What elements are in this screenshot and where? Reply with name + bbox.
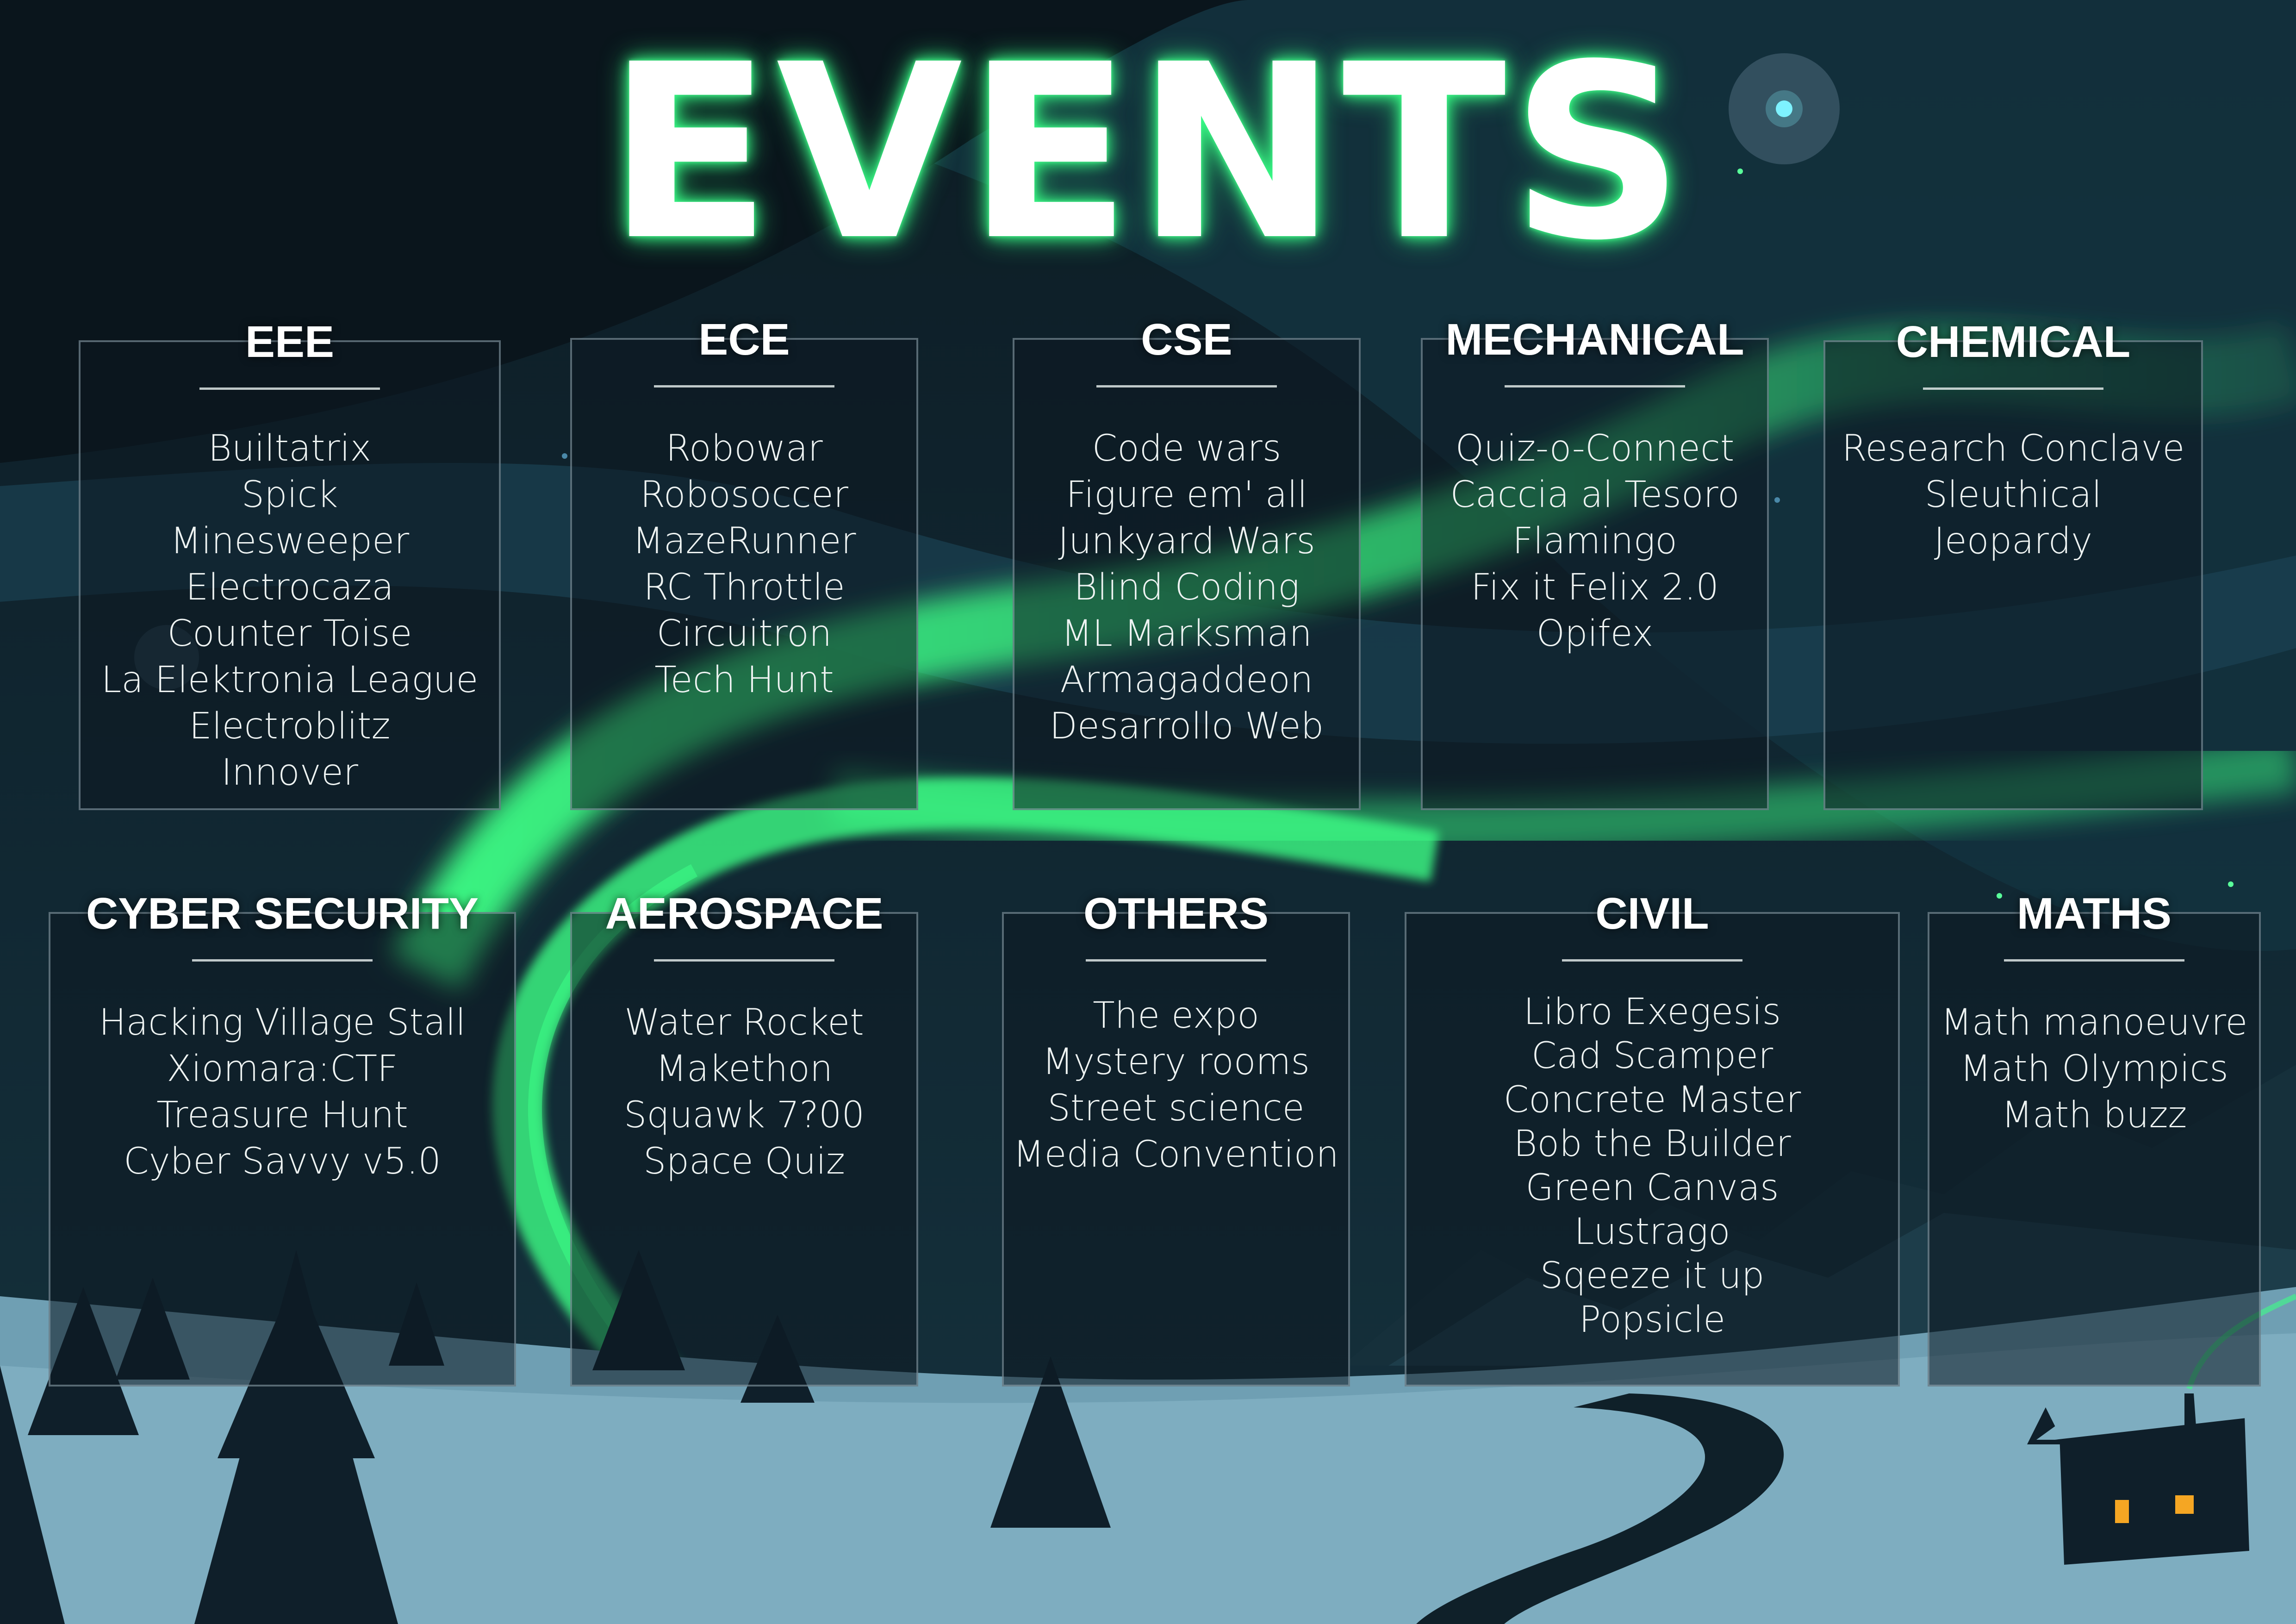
event-item: Cad Scamper: [1531, 1035, 1773, 1077]
panel-cse: CSE Code wars Figure em' all Junkyard Wa…: [1013, 315, 1361, 810]
event-item: Opifex: [1536, 613, 1654, 655]
title-underline: [2004, 959, 2184, 962]
panel-title: AEROSPACE: [605, 889, 884, 938]
title-underline: [1086, 959, 1266, 962]
event-item: Bob the Builder: [1513, 1123, 1791, 1165]
event-item: Popsicle: [1579, 1299, 1726, 1341]
event-item: Figure em' all: [1066, 474, 1307, 516]
event-list: Math manoeuvre Math Olympics Math buzz: [1929, 999, 2259, 1138]
panel-eee: EEE Builtatrix Spick Minesweeper Electro…: [79, 317, 501, 810]
event-item: Hacking Village Stall: [99, 1002, 466, 1043]
title-underline: [199, 387, 380, 390]
title-underline: [654, 385, 834, 387]
event-list: Code wars Figure em' all Junkyard Wars B…: [1014, 425, 1359, 750]
event-item: Makethon: [655, 1048, 833, 1090]
event-item: Sqeeze it up: [1540, 1255, 1765, 1297]
event-item: The expo: [1093, 995, 1259, 1037]
event-item: Builtatrix: [208, 428, 372, 469]
event-item: Concrete Master: [1503, 1079, 1801, 1121]
panel-cyber-security: CYBER SECURITY Hacking Village Stall Xio…: [49, 889, 516, 1387]
title-underline: [1923, 387, 2103, 390]
event-item: Green Canvas: [1525, 1167, 1779, 1209]
event-item: Lustrago: [1574, 1211, 1730, 1253]
panel-title: CSE: [1141, 315, 1232, 364]
event-item: Fix it Felix 2.0: [1471, 567, 1719, 608]
panel-others: OTHERS The expo Mystery rooms Street sci…: [1002, 889, 1350, 1387]
panel-chemical: CHEMICAL Research Conclave Sleuthical Je…: [1823, 317, 2203, 810]
event-list: Quiz-o-Connect Caccia al Tesoro Flamingo…: [1423, 425, 1767, 657]
panel-maths: MATHS Math manoeuvre Math Olympics Math …: [1928, 889, 2261, 1387]
event-item: Flamingo: [1512, 520, 1677, 562]
panel-title: EEE: [245, 317, 335, 367]
event-list: Research Conclave Sleuthical Jeopardy: [1825, 425, 2201, 564]
title-underline: [1505, 385, 1685, 387]
event-item: Research Conclave: [1842, 428, 2185, 469]
event-item: Blind Coding: [1074, 567, 1300, 608]
event-item: Water Rocket: [624, 1002, 864, 1043]
event-item: Code wars: [1092, 428, 1282, 469]
title-underline: [1096, 385, 1277, 387]
event-item: Math manoeuvre: [1941, 1002, 2248, 1043]
page-title: EVENTS: [607, 12, 1689, 293]
title-underline: [1562, 959, 1742, 962]
event-item: Cyber Savvy v5.0: [124, 1141, 441, 1182]
event-item: Electrocaza: [186, 567, 394, 608]
event-item: Caccia al Tesoro: [1450, 474, 1740, 516]
event-item: Math buzz: [2001, 1094, 2187, 1136]
panel-title: MECHANICAL: [1445, 315, 1744, 364]
event-item: Desarrollo Web: [1049, 706, 1324, 747]
event-item: Libro Exegesis: [1523, 991, 1781, 1033]
event-item: Street science: [1047, 1087, 1305, 1129]
panel-title: CYBER SECURITY: [86, 889, 479, 938]
title-underline: [654, 959, 834, 962]
panel-civil: CIVIL Libro Exegesis Cad Scamper Concret…: [1405, 889, 1900, 1387]
event-item: RC Throttle: [643, 567, 845, 608]
event-item: Tech Hunt: [654, 659, 834, 701]
event-list: Water Rocket Makethon Squawk 7?00 Space …: [572, 999, 916, 1185]
event-item: Robowar: [666, 428, 823, 469]
event-item: Quiz-o-Connect: [1455, 428, 1735, 469]
panel-title: ECE: [698, 315, 790, 364]
panel-title: CIVIL: [1595, 889, 1709, 938]
panel-title: OTHERS: [1083, 889, 1269, 938]
event-item: Math Olympics: [1960, 1048, 2228, 1090]
event-list: Hacking Village Stall Xiomara:CTF Treasu…: [50, 999, 514, 1185]
event-item: Electroblitz: [189, 706, 391, 747]
event-item: Counter Toise: [167, 613, 412, 655]
panel-title: CHEMICAL: [1896, 317, 2131, 367]
event-item: Sleuthical: [1924, 474, 2102, 516]
event-list: The expo Mystery rooms Street science Me…: [1004, 993, 1348, 1178]
event-item: Spick: [241, 474, 338, 516]
event-item: Innover: [221, 752, 358, 793]
event-item: Circuitron: [656, 613, 832, 655]
event-item: Treasure Hunt: [156, 1094, 408, 1136]
event-item: Space Quiz: [643, 1141, 845, 1182]
event-item: Media Convention: [1013, 1134, 1339, 1175]
event-item: La Elektronia League: [101, 659, 479, 701]
event-item: Mystery rooms: [1042, 1041, 1310, 1083]
event-item: Squawk 7?00: [623, 1094, 865, 1136]
event-item: Junkyard Wars: [1058, 520, 1315, 562]
event-list: Robowar Robosoccer MazeRunner RC Throttl…: [572, 425, 916, 703]
event-item: ML Marksman: [1061, 613, 1312, 655]
panel-ece: ECE Robowar Robosoccer MazeRunner RC Thr…: [570, 315, 918, 810]
event-item: Minesweeper: [170, 520, 410, 562]
event-item: Armagaddeon: [1060, 659, 1313, 701]
event-item: Robosoccer: [640, 474, 848, 516]
event-list: Builtatrix Spick Minesweeper Electrocaza…: [81, 425, 499, 796]
title-underline: [192, 959, 373, 962]
panel-title: MATHS: [2016, 889, 2172, 938]
event-list: Libro Exegesis Cad Scamper Concrete Mast…: [1406, 990, 1898, 1342]
event-item: Jeopardy: [1934, 520, 2093, 562]
panel-aerospace: AEROSPACE Water Rocket Makethon Squawk 7…: [570, 889, 918, 1387]
event-item: Xiomara:CTF: [167, 1048, 398, 1090]
event-item: MazeRunner: [632, 520, 856, 562]
panel-mechanical: MECHANICAL Quiz-o-Connect Caccia al Teso…: [1421, 315, 1769, 810]
